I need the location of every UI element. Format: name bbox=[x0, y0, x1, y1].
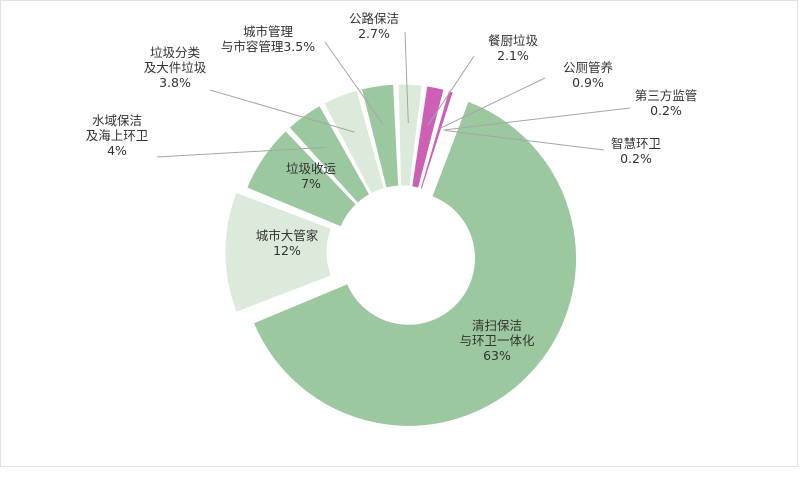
labels-group: 清扫保洁与环卫一体化 63% 城市大管家 12% 垃圾收运 7% 水域保洁及海上环卫 4% 垃圾… bbox=[86, 11, 698, 363]
leader-line-4 bbox=[209, 89, 355, 133]
slices-group bbox=[224, 83, 577, 427]
slice-label-0: 清扫保洁与环卫一体化 63% bbox=[459, 318, 535, 363]
leader-line-7 bbox=[427, 55, 475, 126]
slice-5 bbox=[360, 83, 400, 189]
leader-line-6 bbox=[404, 31, 409, 124]
slice-0 bbox=[252, 100, 577, 427]
slice-label-4: 垃圾分类及大件垃圾 3.8% bbox=[144, 45, 207, 90]
slice-label-3: 水域保洁及海上环卫 4% bbox=[86, 113, 149, 158]
slice-label-7: 餐厨垃圾 2.1% bbox=[488, 33, 539, 63]
leader-line-9 bbox=[443, 107, 631, 131]
slice-label-6: 公路保洁 2.7% bbox=[349, 11, 399, 41]
slice-4 bbox=[323, 89, 385, 195]
slice-2 bbox=[246, 130, 358, 228]
leader-line-8 bbox=[439, 77, 546, 130]
slice-label-10: 智慧环卫 0.2% bbox=[611, 136, 661, 166]
leader-lines-group bbox=[156, 31, 631, 158]
slice-label-8: 公厕管养 0.9% bbox=[563, 60, 613, 90]
slice-label-5: 城市管理与市容管理3.5% bbox=[221, 24, 315, 54]
slice-7 bbox=[411, 85, 445, 189]
slice-3 bbox=[288, 104, 371, 204]
slice-label-9: 第三方监管 0.2% bbox=[635, 88, 698, 118]
leader-line-3 bbox=[156, 146, 327, 158]
leader-line-5 bbox=[324, 41, 384, 125]
slice-10 bbox=[424, 93, 462, 191]
slice-1 bbox=[224, 191, 333, 313]
chart-frame bbox=[0, 0, 798, 467]
leader-line-10 bbox=[445, 130, 605, 151]
slice-label-1: 城市大管家 12% bbox=[256, 228, 319, 258]
slice-label-2: 垃圾收运 7% bbox=[286, 161, 337, 191]
slice-6 bbox=[397, 83, 423, 188]
